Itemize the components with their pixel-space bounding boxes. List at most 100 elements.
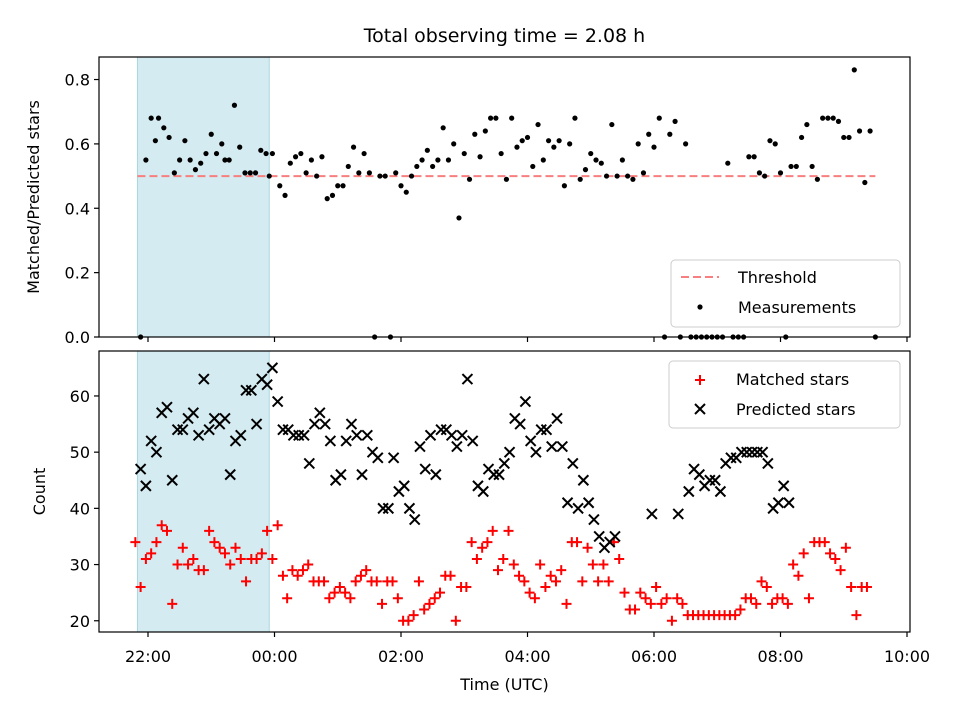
matched-star-point (445, 570, 456, 581)
matched-star-point (603, 576, 614, 587)
x-tick-label: 08:00 (757, 647, 803, 666)
matched-star-point (767, 598, 778, 609)
predicted-star-point (419, 463, 431, 475)
predicted-star-point (382, 502, 395, 515)
predicted-star-point (403, 502, 416, 515)
measurement-point (187, 157, 193, 163)
matched-star-point (177, 542, 188, 553)
predicted-star-point (582, 497, 595, 509)
predicted-star-point (187, 407, 200, 419)
measurement-point (182, 138, 188, 144)
matched-star-point (461, 582, 472, 593)
matched-star-point (371, 576, 382, 587)
matched-star-point (287, 565, 298, 576)
predicted-star-point (466, 435, 479, 447)
bottom-y-tick-label: 50 (70, 443, 90, 462)
predicted-star-point (340, 435, 352, 447)
matched-star-point (803, 593, 814, 604)
measurement-point (851, 67, 857, 73)
matched-star-point (297, 565, 308, 576)
matched-star-point (666, 615, 677, 626)
measurement-point (166, 134, 172, 141)
measurement-point (524, 134, 531, 141)
measurement-point (361, 150, 367, 157)
matched-star-point (540, 582, 551, 593)
matched-star-point (429, 593, 440, 604)
measurement-point (683, 141, 689, 147)
measurement-point (329, 192, 336, 198)
matched-star-point (550, 576, 561, 587)
measurement-point (830, 115, 836, 121)
predicted-star-point (430, 468, 442, 481)
measurement-point (258, 147, 264, 153)
measurement-point (231, 102, 238, 108)
measurement-point (269, 150, 275, 157)
bottom-y-tick-label: 20 (70, 612, 90, 631)
predicted-star-point (303, 457, 315, 470)
predicted-star-point (345, 418, 358, 430)
bottom-y-tick-label: 30 (70, 556, 90, 575)
predicted-star-point (192, 429, 205, 442)
measurement-point (252, 170, 259, 176)
highlight-region (136, 56, 270, 338)
matched-star-point (392, 593, 403, 604)
measurement-point (282, 192, 288, 198)
matched-star-point (861, 582, 872, 593)
matched-star-point (408, 610, 419, 621)
matched-star-point (598, 559, 609, 570)
matched-star-point (535, 559, 546, 570)
measurement-point (804, 121, 810, 128)
matched-star-point (630, 604, 641, 615)
measurement-point (461, 150, 467, 157)
legend-measurements-swatch (697, 304, 703, 310)
matched-star-point (241, 576, 252, 587)
matched-star-point (730, 610, 741, 621)
matched-star-point (477, 542, 488, 553)
matched-star-point (840, 542, 851, 553)
matched-star-point (519, 576, 530, 587)
matched-star-point (419, 604, 430, 615)
measurement-point (152, 138, 158, 144)
predicted-star-point (277, 423, 289, 436)
top-y-tick-label: 0.8 (65, 71, 90, 90)
measurement-point (530, 163, 536, 170)
measurement-point (308, 157, 314, 163)
measurement-point (488, 115, 494, 121)
measurement-point (356, 170, 362, 176)
predicted-star-point (377, 502, 389, 515)
measurement-point (377, 173, 383, 179)
predicted-star-point (261, 379, 273, 391)
matched-star-point (225, 559, 236, 570)
matched-star-point (424, 598, 435, 609)
matched-star-point (324, 593, 335, 604)
measurement-point (777, 170, 784, 176)
measurement-point (820, 115, 826, 121)
predicted-star-point (503, 446, 516, 458)
matched-star-point (466, 537, 477, 548)
measurement-point (340, 183, 346, 189)
measurement-point (161, 125, 167, 131)
measurement-point (292, 154, 299, 160)
measurement-point (725, 160, 731, 166)
predicted-star-point (756, 446, 769, 458)
matched-star-point (267, 553, 278, 564)
measurement-point (403, 189, 409, 195)
top-legend: Threshold Measurements (670, 259, 901, 328)
predicted-star-point (783, 497, 795, 509)
measurement-point (514, 144, 520, 150)
predicted-star-point (535, 423, 547, 436)
bottom-legend-box (668, 360, 901, 429)
measurement-point (226, 157, 232, 163)
highlight-region (136, 350, 270, 633)
measurement-point (335, 183, 341, 189)
measurement-point (155, 115, 162, 121)
legend-matched-swatch (695, 375, 705, 385)
matched-star-point (561, 598, 572, 609)
measurement-point (746, 154, 752, 160)
matched-star-point (334, 582, 345, 593)
measurement-point (298, 150, 304, 157)
x-tick-label: 06:00 (631, 647, 677, 666)
predicted-star-point (335, 468, 347, 481)
